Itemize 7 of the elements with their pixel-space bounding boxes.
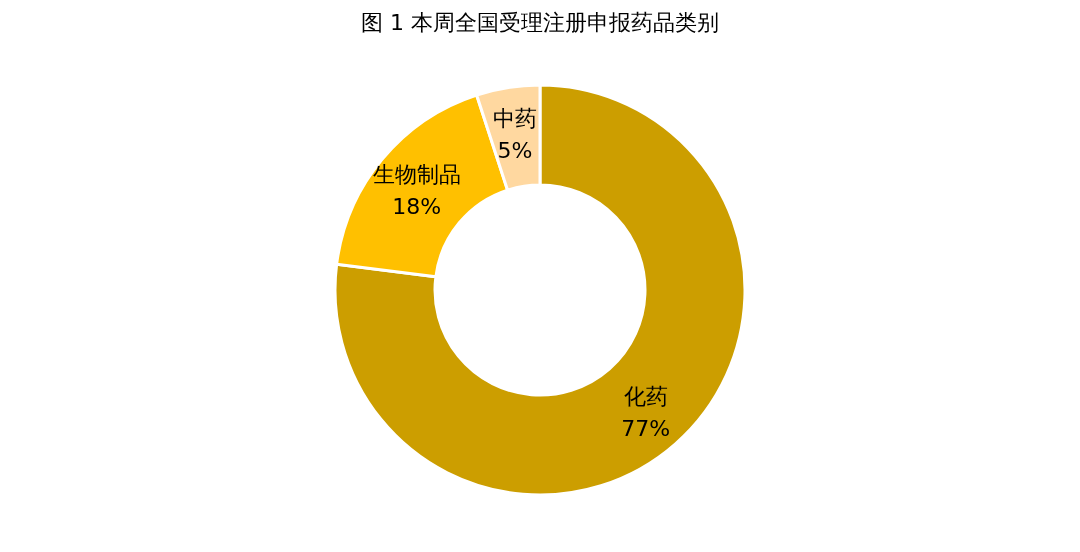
data-label: 77% (621, 416, 671, 442)
data-label: 18% (392, 194, 442, 220)
data-label: 5% (497, 137, 533, 163)
slice-label: 生物制品 (372, 162, 461, 188)
slice-label: 中药 (492, 105, 537, 131)
chart-title: 图 1 本周全国受理注册申报药品类别 (361, 10, 719, 35)
slice-label: 化药 (623, 384, 668, 410)
